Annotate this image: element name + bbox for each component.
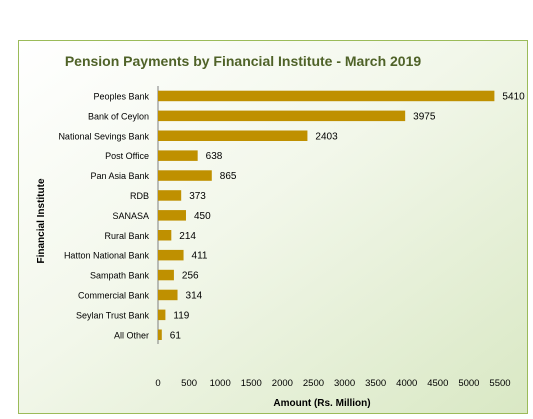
data-labels-group: 5410 3975 2403 638 865 373 450 214 411 256 314 119 6… [170, 91, 525, 341]
x-tick-label: 1500 [241, 378, 262, 389]
data-label: 5410 [502, 91, 525, 102]
data-label: 61 [170, 330, 182, 341]
bar [158, 210, 186, 221]
data-label: 314 [186, 290, 203, 301]
x-tick-label: 5500 [489, 378, 510, 389]
category-label: Seylan Trust Bank [76, 310, 150, 320]
category-label: RDB [130, 191, 149, 201]
data-label: 3975 [413, 111, 436, 122]
x-axis-title: Amount (Rs. Million) [273, 398, 370, 409]
bar [158, 90, 495, 102]
bars-group [158, 90, 495, 340]
data-label: 638 [206, 151, 223, 162]
category-labels-group: Peoples Bank Bank of Ceylon National Sevin… [58, 91, 149, 340]
x-tick-label: 2500 [303, 378, 324, 389]
category-label: All Other [114, 330, 149, 340]
bar [158, 230, 172, 241]
x-tick-labels-group: 0 500 1000 1500 2000 2500 3000 3500 4000 4500 5000… [155, 378, 510, 389]
category-label: Commercial Bank [78, 290, 150, 300]
bar [158, 309, 166, 321]
data-label: 373 [189, 191, 206, 202]
category-label: Sampath Bank [90, 271, 150, 281]
category-label: Hatton National Bank [64, 251, 150, 261]
bar [158, 170, 212, 181]
bar [158, 110, 406, 122]
category-label: Post Office [105, 151, 149, 161]
data-label: 865 [220, 171, 237, 182]
data-label: 256 [182, 271, 199, 282]
category-label: Pan Asia Bank [90, 171, 149, 181]
data-label: 2403 [315, 131, 338, 142]
category-label: Bank of Ceylon [88, 111, 149, 121]
data-label: 214 [179, 231, 196, 242]
bar [158, 289, 178, 301]
x-tick-label: 4000 [396, 378, 417, 389]
bar [158, 269, 174, 281]
bar [158, 130, 308, 141]
y-axis-title: Financial Institute [36, 178, 47, 263]
bar [158, 190, 182, 201]
x-tick-label: 3000 [334, 378, 355, 389]
x-tick-label: 500 [181, 378, 197, 389]
data-label: 411 [192, 251, 208, 262]
x-tick-label: 4500 [427, 378, 448, 389]
bar [158, 249, 184, 261]
data-label: 450 [194, 211, 211, 222]
category-label: National Sevings Bank [58, 131, 149, 141]
x-tick-label: 5000 [458, 378, 479, 389]
category-label: SANASA [112, 211, 149, 221]
chart-area [18, 40, 528, 414]
bar [158, 150, 198, 161]
x-tick-label: 1000 [210, 378, 231, 389]
x-tick-label: 3500 [365, 378, 386, 389]
chart-title: Pension Payments by Financial Institute … [65, 53, 422, 69]
data-label: 119 [173, 310, 189, 321]
bar [158, 329, 162, 340]
x-tick-label: 0 [155, 378, 160, 389]
category-label: Rural Bank [104, 231, 149, 241]
category-label: Peoples Bank [93, 91, 149, 101]
x-tick-label: 2000 [272, 378, 293, 389]
